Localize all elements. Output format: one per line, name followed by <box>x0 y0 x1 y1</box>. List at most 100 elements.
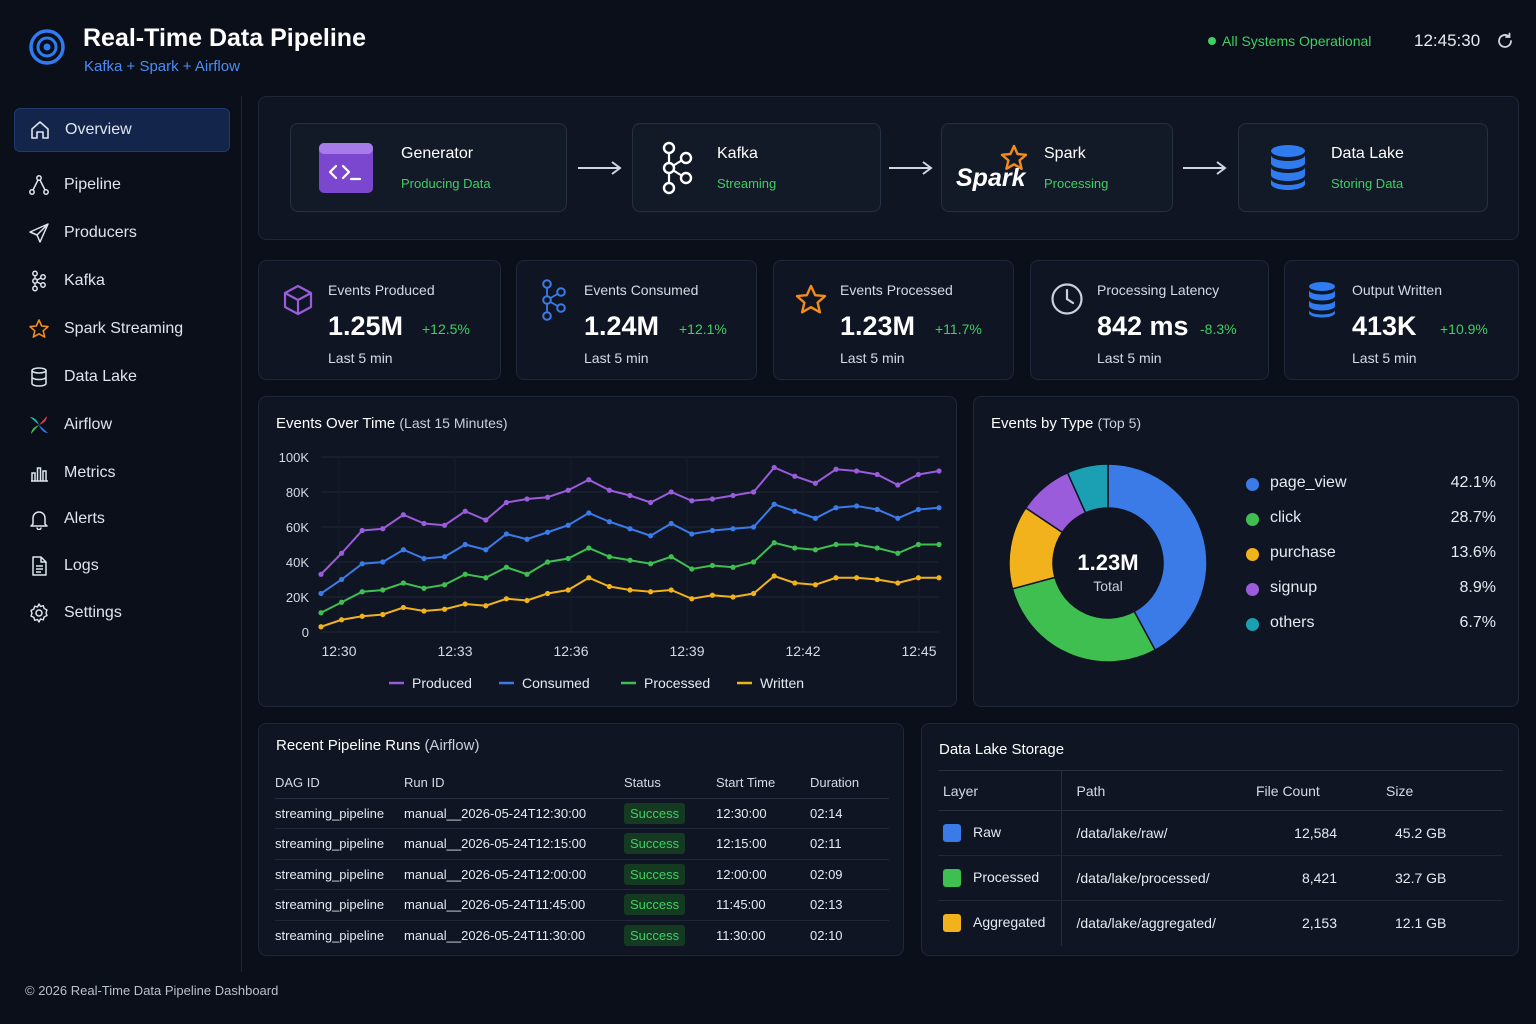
table-row[interactable]: streaming_pipeline manual__2026-05-24T11:… <box>275 920 889 951</box>
data-point <box>874 545 880 551</box>
data-point <box>545 529 551 535</box>
table-row[interactable]: Aggregated /data/lake/aggregated/ 2,153 … <box>938 900 1503 946</box>
column-header[interactable]: Path <box>1061 770 1256 811</box>
run-id[interactable]: manual__2026-05-24T12:15:00 <box>404 828 624 860</box>
legend-item[interactable]: click 28.7% <box>1246 509 1496 529</box>
table-row[interactable]: streaming_pipeline manual__2026-05-24T11:… <box>275 889 889 921</box>
column-header[interactable]: Duration <box>810 768 889 799</box>
data-point <box>318 571 324 577</box>
table-row[interactable]: streaming_pipeline manual__2026-05-24T12:… <box>275 828 889 860</box>
data-point <box>771 540 777 546</box>
pie-slice <box>1066 463 1109 514</box>
start-time: 11:30:00 <box>716 928 766 943</box>
data-point <box>627 557 633 563</box>
sidebar-item-label: Metrics <box>64 464 116 481</box>
data-point <box>709 592 715 598</box>
sidebar-item-label: Airflow <box>64 416 113 433</box>
legend-dot <box>1246 478 1259 491</box>
file-icon <box>32 556 47 576</box>
kpi-label: Processing Latency <box>1097 282 1220 298</box>
column-header[interactable]: Layer <box>938 770 1062 811</box>
sidebar-item-overview[interactable]: Overview <box>14 108 230 152</box>
data-point <box>380 559 386 565</box>
data-point <box>812 547 819 553</box>
start-time: 12:00:00 <box>716 859 810 890</box>
data-point <box>874 471 880 478</box>
kpi-delta: -8.3% <box>1200 321 1237 337</box>
panel-title: Events by Type (Top 5) <box>991 415 1141 432</box>
column-header[interactable]: DAG ID <box>275 768 404 799</box>
sidebar-divider <box>241 96 242 972</box>
panel-title: Recent Pipeline Runs (Airflow) <box>276 737 479 754</box>
data-point <box>359 613 365 619</box>
data-point <box>421 585 427 591</box>
kafka-icon <box>662 141 693 195</box>
layer-path[interactable]: /data/lake/aggregated/ <box>1076 915 1216 932</box>
column-header[interactable]: Start Time <box>716 768 810 799</box>
sidebar-item-producers[interactable]: Producers <box>14 211 230 255</box>
data-point <box>709 562 715 569</box>
column-header[interactable]: File Count <box>1256 770 1337 811</box>
table-row[interactable]: Processed /data/lake/processed/ 8,421 32… <box>938 855 1503 901</box>
sidebar-item-alerts[interactable]: Alerts <box>14 497 230 541</box>
flow-stage-data-lake[interactable]: Data Lake Storing Data <box>1238 123 1488 212</box>
column-header[interactable]: Size <box>1337 770 1503 811</box>
legend-item[interactable]: signup 8.9% <box>1246 579 1496 599</box>
data-point <box>689 596 695 602</box>
donut-center-label: Total <box>1093 578 1123 594</box>
data-point <box>812 480 819 486</box>
layer-path[interactable]: /data/lake/raw/ <box>1061 810 1256 856</box>
data-point <box>792 473 798 479</box>
legend-item[interactable]: purchase 13.6% <box>1246 544 1496 564</box>
data-point <box>339 599 345 605</box>
legend-label: click <box>1270 509 1302 526</box>
run-id[interactable]: manual__2026-05-24T11:30:00 <box>404 928 586 943</box>
table-row[interactable]: streaming_pipeline manual__2026-05-24T12:… <box>275 859 889 890</box>
code-window-icon <box>319 143 373 193</box>
sidebar-item-pipeline[interactable]: Pipeline <box>14 163 230 207</box>
sidebar-item-label: Overview <box>65 121 132 138</box>
legend-item[interactable]: page_view 42.1% <box>1246 474 1496 494</box>
data-point <box>339 576 345 583</box>
sidebar-item-settings[interactable]: Settings <box>14 591 230 635</box>
refresh-icon[interactable] <box>1496 32 1514 50</box>
data-point <box>462 508 468 514</box>
data-point <box>648 589 654 595</box>
data-point <box>565 487 571 493</box>
flow-stage-generator[interactable]: Generator Producing Data <box>290 123 567 212</box>
dag-id: streaming_pipeline <box>275 859 404 890</box>
run-id[interactable]: manual__2026-05-24T12:00:00 <box>404 859 624 890</box>
data-point <box>648 533 654 539</box>
pie-slice <box>1107 463 1208 652</box>
flow-stage-kafka[interactable]: Kafka Streaming <box>632 123 881 212</box>
data-point <box>792 545 798 551</box>
run-id[interactable]: manual__2026-05-24T12:30:00 <box>404 798 624 829</box>
x-tick-label: 12:36 <box>553 643 588 659</box>
run-id[interactable]: manual__2026-05-24T11:45:00 <box>404 889 624 921</box>
kafka-icon <box>542 279 566 321</box>
table-row[interactable]: Raw /data/lake/raw/ 12,584 45.2 GB <box>938 810 1503 856</box>
status-badge: Success <box>624 894 686 916</box>
column-header[interactable]: Status <box>624 768 716 799</box>
sidebar-item-label: Spark Streaming <box>64 320 184 337</box>
legend-item[interactable]: others 6.7% <box>1246 614 1496 634</box>
arrow-right-icon <box>578 161 622 175</box>
column-header[interactable]: Run ID <box>404 768 624 799</box>
data-point <box>318 590 324 597</box>
sidebar-item-spark-streaming[interactable]: Spark Streaming <box>14 307 230 351</box>
sidebar-item-logs[interactable]: Logs <box>14 544 230 588</box>
flow-stage-spark[interactable]: Spark Spark Processing <box>941 123 1173 212</box>
data-point <box>771 573 777 579</box>
sidebar-item-metrics[interactable]: Metrics <box>14 451 230 495</box>
kpi-label: Events Consumed <box>584 282 699 298</box>
panel-title-main: Events by Type <box>991 415 1094 432</box>
sidebar-item-kafka[interactable]: Kafka <box>14 259 230 303</box>
kpi-card-processing-latency: Processing Latency 842 ms -8.3% Last 5 m… <box>1030 260 1269 380</box>
layer-path[interactable]: /data/lake/processed/ <box>1061 855 1256 901</box>
table-row[interactable]: streaming_pipeline manual__2026-05-24T12:… <box>275 798 889 829</box>
data-point <box>689 566 695 572</box>
donut-center-value: 1.23M <box>1077 550 1138 575</box>
sidebar-item-data-lake[interactable]: Data Lake <box>14 355 230 399</box>
layer-color-swatch <box>943 869 961 888</box>
sidebar-item-airflow[interactable]: Airflow <box>14 403 230 447</box>
